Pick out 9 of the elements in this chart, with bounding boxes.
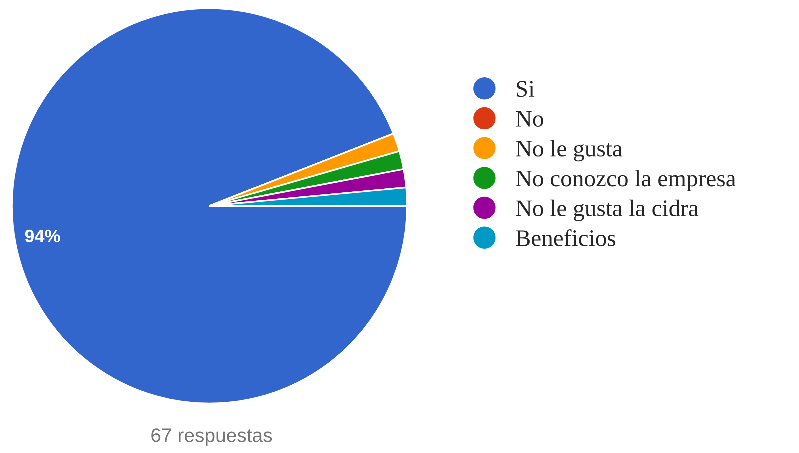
text: 67 respuestas (152, 428, 272, 446)
legend-label: No le gusta la cidra (516, 200, 699, 222)
legend-label: No (516, 111, 544, 127)
legend-label: Si (516, 81, 535, 98)
pie-slice (11, 8, 408, 405)
legend-label: No conozco la empresa (516, 170, 736, 192)
legend-label: No le gusta (516, 140, 623, 162)
legend-label: Beneficios (516, 230, 616, 246)
data-label: 94% (25, 230, 60, 243)
